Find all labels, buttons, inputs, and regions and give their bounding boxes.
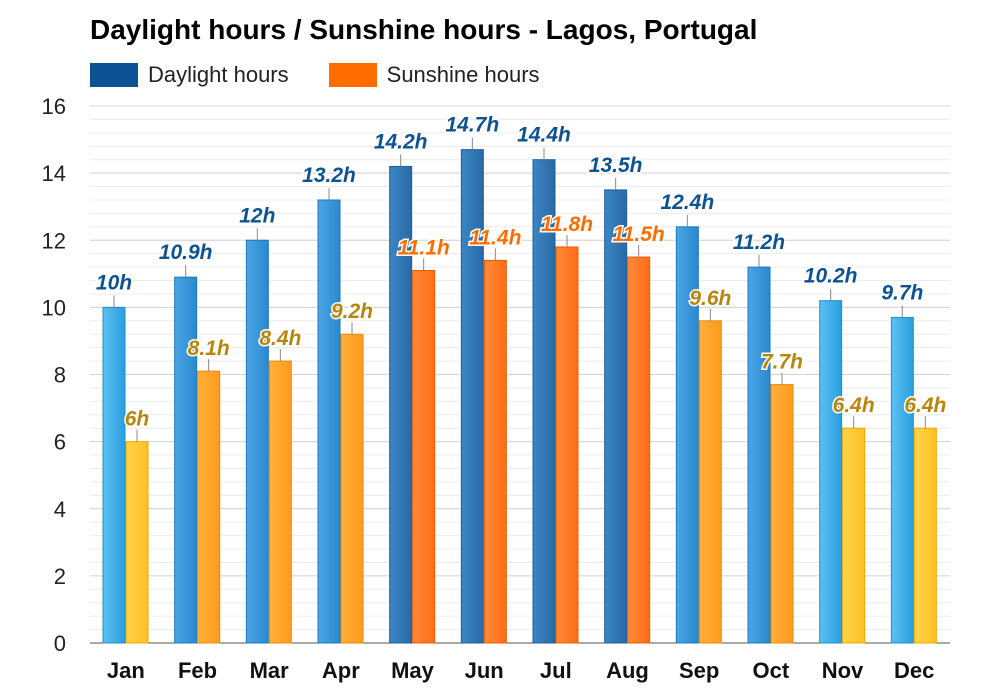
x-tick-label: Dec (894, 658, 934, 683)
bar-daylight-apr[interactable] (317, 199, 341, 644)
bar-sunshine-jan[interactable] (125, 441, 149, 644)
bar-sunshine-mar[interactable] (268, 360, 292, 644)
x-tick-label: Jul (540, 658, 572, 683)
bar-sunshine-may[interactable] (412, 269, 436, 644)
bar-sunshine-dec[interactable] (913, 427, 937, 644)
x-tick-label: Nov (822, 658, 864, 683)
data-label-daylight: 13.2h (302, 164, 356, 187)
bar-daylight-dec[interactable] (890, 316, 914, 644)
bar-daylight-nov[interactable] (819, 300, 843, 644)
legend-label-daylight: Daylight hours (148, 62, 289, 87)
data-label-daylight: 10h (96, 271, 132, 294)
bar-sunshine-nov[interactable] (842, 427, 866, 644)
y-tick-label: 16 (42, 94, 66, 119)
bar-daylight-jun[interactable] (460, 149, 484, 644)
data-label-daylight: 14.2h (374, 130, 428, 153)
data-label-sunshine: 11.1h (398, 236, 450, 259)
data-label-sunshine: 6.4h (833, 394, 875, 417)
y-tick-label: 6 (54, 430, 66, 455)
data-label-daylight: 14.7h (445, 114, 499, 137)
data-label-sunshine: 7.7h (761, 351, 803, 374)
legend: Daylight hours Sunshine hours (90, 60, 580, 90)
data-label-sunshine: 6h (125, 408, 150, 431)
x-tick-label: Mar (250, 658, 290, 683)
bar-sunshine-feb[interactable] (197, 370, 221, 644)
bar-sunshine-jun[interactable] (483, 259, 507, 644)
y-tick-label: 12 (42, 228, 66, 253)
data-label-daylight: 9.7h (881, 281, 923, 304)
y-tick-label: 2 (54, 564, 66, 589)
data-label-daylight: 10.2h (804, 265, 858, 288)
legend-swatch-sunshine (328, 63, 377, 87)
x-tick-label: Jan (107, 658, 145, 683)
x-tick-label: Feb (178, 658, 217, 683)
bar-sunshine-aug[interactable] (627, 256, 651, 644)
data-label-sunshine: 8.4h (259, 327, 301, 350)
legend-label-sunshine: Sunshine hours (386, 62, 540, 87)
x-tick-label: Sep (679, 658, 719, 683)
x-tick-label: Oct (752, 658, 789, 683)
data-label-daylight: 14.4h (517, 124, 571, 147)
y-tick-label: 10 (42, 295, 66, 320)
bar-sunshine-sep[interactable] (698, 320, 722, 644)
x-tick-label: Jun (465, 658, 504, 683)
bar-daylight-mar[interactable] (245, 239, 269, 644)
data-label-sunshine: 9.6h (689, 287, 731, 310)
data-label-sunshine: 11.4h (469, 226, 521, 249)
data-label-daylight: 13.5h (589, 154, 643, 177)
data-label-sunshine: 11.8h (541, 213, 593, 236)
legend-swatch-daylight (90, 63, 138, 87)
x-tick-label: Apr (322, 658, 360, 683)
y-tick-label: 4 (54, 497, 66, 522)
data-label-sunshine: 8.1h (188, 337, 230, 360)
y-tick-label: 8 (54, 363, 66, 388)
chart-title: Daylight hours / Sunshine hours - Lagos,… (90, 14, 758, 45)
bar-daylight-aug[interactable] (604, 189, 628, 644)
legend-item-daylight[interactable]: Daylight hours (90, 62, 289, 88)
data-label-daylight: 11.2h (733, 231, 785, 254)
data-label-sunshine: 11.5h (613, 223, 665, 246)
bar-daylight-feb[interactable] (174, 276, 198, 644)
bar-sunshine-jul[interactable] (555, 246, 579, 644)
x-tick-label: May (391, 658, 435, 683)
data-label-sunshine: 6.4h (904, 394, 946, 417)
data-label-daylight: 10.9h (159, 241, 213, 264)
x-tick-label: Aug (606, 658, 649, 683)
y-tick-label: 14 (42, 161, 66, 186)
y-tick-label: 0 (54, 631, 66, 656)
data-label-daylight: 12h (239, 204, 275, 227)
data-label-daylight: 12.4h (660, 191, 714, 214)
data-label-sunshine: 9.2h (331, 300, 373, 323)
bar-sunshine-apr[interactable] (340, 333, 364, 644)
bar-sunshine-oct[interactable] (770, 384, 794, 644)
bar-daylight-jan[interactable] (102, 306, 126, 644)
bar-daylight-oct[interactable] (747, 266, 771, 644)
legend-item-sunshine[interactable]: Sunshine hours (328, 62, 540, 88)
